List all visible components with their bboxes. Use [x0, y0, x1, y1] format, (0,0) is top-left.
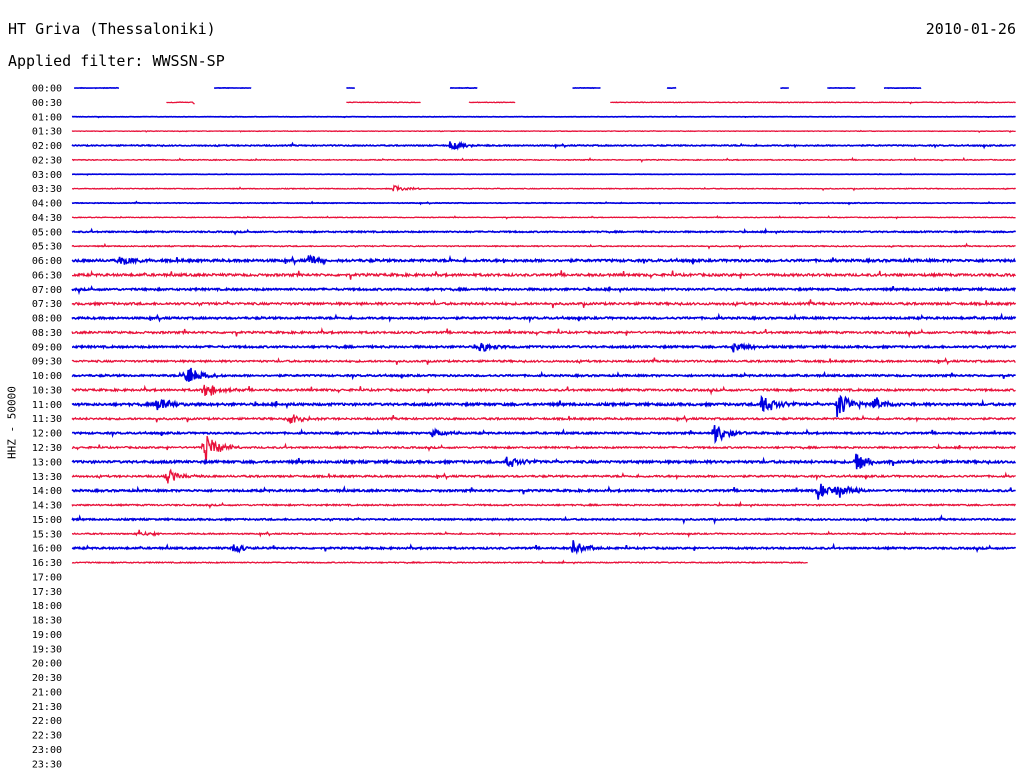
row-time-label: 17:30	[32, 587, 62, 598]
row-time-label: 09:30	[32, 357, 62, 368]
row-time-label: 16:30	[32, 558, 62, 569]
row-time-label: 05:00	[32, 227, 62, 238]
row-time-label: 23:30	[32, 759, 62, 770]
trace-row-0300	[72, 172, 1016, 176]
trace-row-0200	[71, 140, 1016, 151]
row-time-label: 06:00	[32, 256, 62, 267]
trace-row-0800	[71, 312, 1017, 324]
row-time-label: 10:30	[32, 385, 62, 396]
row-time-label: 04:30	[32, 213, 62, 224]
trace-row-1300	[71, 453, 1016, 470]
station-title: HT Griva (Thessaloniki)	[8, 20, 216, 38]
trace-row-1000	[71, 367, 1016, 382]
row-time-label: 02:00	[32, 141, 62, 152]
row-time-label: 08:30	[32, 328, 62, 339]
row-time-label: 19:00	[32, 630, 62, 641]
trace-row-1230	[71, 435, 1016, 461]
trace-row-0130	[71, 129, 1016, 134]
trace-row-0730	[71, 298, 1017, 309]
row-time-label: 10:00	[32, 371, 62, 382]
row-time-label: 14:30	[32, 501, 62, 512]
trace-row-0230	[71, 156, 1016, 163]
row-time-label: 01:30	[32, 127, 62, 138]
row-time-label: 04:00	[32, 199, 62, 210]
trace-row-1200	[71, 425, 1017, 445]
trace-row-0930	[71, 357, 1016, 366]
row-time-label: 08:00	[32, 314, 62, 325]
row-time-label: 07:00	[32, 285, 62, 296]
row-time-label: 00:00	[32, 84, 62, 95]
trace-row-0000	[74, 86, 922, 90]
row-time-label: 11:00	[32, 400, 62, 411]
row-time-label: 17:00	[32, 572, 62, 583]
trace-row-1130	[71, 414, 1016, 424]
row-time-label: 13:30	[32, 472, 62, 483]
trace-row-0530	[71, 242, 1016, 250]
row-time-label: 13:00	[32, 457, 62, 468]
row-time-label: 03:00	[32, 170, 62, 181]
trace-row-1500	[71, 514, 1017, 525]
row-time-label: 00:30	[32, 98, 62, 109]
row-time-label: 19:30	[32, 644, 62, 655]
trace-row-1530	[71, 529, 1017, 538]
trace-row-0600	[71, 254, 1016, 266]
trace-row-0630	[72, 269, 1017, 280]
filter-label: Applied filter: WWSSN-SP	[8, 52, 225, 70]
row-time-label: 12:30	[32, 443, 62, 454]
row-time-label: 16:00	[32, 544, 62, 555]
row-time-label: 15:30	[32, 529, 62, 540]
trace-row-1630	[71, 559, 808, 565]
row-time-label: 18:30	[32, 616, 62, 627]
row-time-label: 23:00	[32, 745, 62, 756]
row-time-label: 03:30	[32, 184, 62, 195]
trace-row-1100	[71, 394, 1017, 418]
row-time-label: 22:00	[32, 716, 62, 727]
trace-row-0830	[71, 326, 1017, 339]
row-time-label: 15:00	[32, 515, 62, 526]
row-time-label: 22:30	[32, 731, 62, 742]
trace-row-1600	[71, 540, 1017, 555]
row-time-label: 09:00	[32, 342, 62, 353]
row-time-label: 12:00	[32, 429, 62, 440]
row-time-label: 07:30	[32, 299, 62, 310]
row-time-label: 06:30	[32, 270, 62, 281]
row-time-label: 20:30	[32, 673, 62, 684]
trace-row-1400	[71, 483, 1016, 500]
trace-row-0400	[71, 200, 1016, 206]
trace-row-0900	[71, 342, 1017, 353]
trace-row-1430	[71, 500, 1017, 510]
row-time-label: 02:30	[32, 155, 62, 166]
row-time-label: 01:00	[32, 112, 62, 123]
trace-row-0700	[71, 285, 1017, 296]
row-time-label: 11:30	[32, 414, 62, 425]
trace-row-0430	[71, 215, 1016, 220]
row-time-label: 20:00	[32, 659, 62, 670]
row-time-label: 18:00	[32, 601, 62, 612]
row-time-label: 21:00	[32, 687, 62, 698]
trace-row-0030	[166, 100, 1016, 105]
trace-row-0100	[71, 115, 1016, 119]
trace-row-1330	[71, 468, 1016, 484]
record-date: 2010-01-26	[925, 20, 1016, 38]
trace-row-0330	[71, 184, 1017, 192]
row-time-label: 21:30	[32, 702, 62, 713]
trace-row-1030	[71, 384, 1016, 396]
row-time-label: 05:30	[32, 242, 62, 253]
row-time-label: 14:00	[32, 486, 62, 497]
trace-row-0500	[71, 227, 1017, 236]
